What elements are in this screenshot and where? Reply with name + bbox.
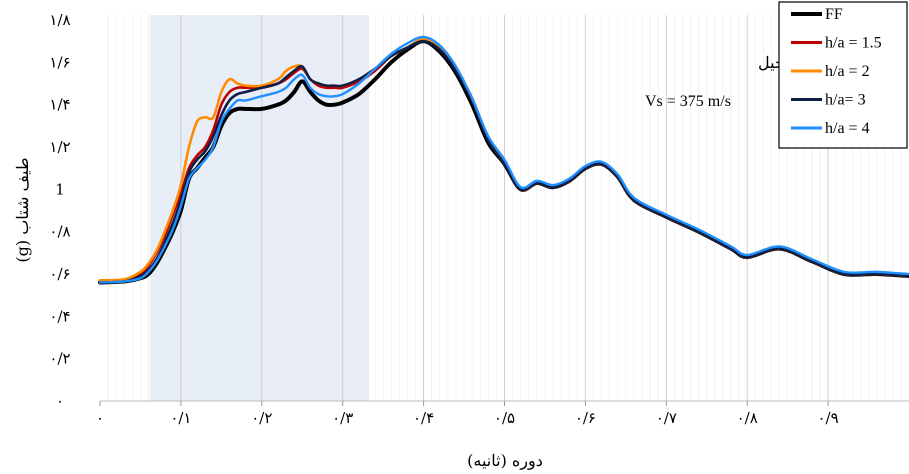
x-axis-title: دوره (ثانیه)	[467, 451, 543, 470]
tick-labels: ۰ ۰/۱ ۰/۲ ۰/۳ ۰/۴ ۰/۵ ۰/۶ ۰/۷ ۰/۸ ۰/۹ ۰ ۰/۲ ۰/۴ ۰/۶ ۰/…	[49, 11, 838, 427]
x-tick-label: ۰/۴	[413, 409, 434, 427]
x-tick-label: ۰/۷	[656, 409, 677, 427]
y-tick-label: ۰/۴	[49, 307, 70, 325]
legend-label: h/a = 1.5	[825, 35, 882, 52]
legend: FF h/a = 1.5 h/a = 2 h/a= 3 h/a = 4	[778, 1, 908, 149]
legend-label: h/a= 3	[825, 92, 866, 109]
series-line-5	[98, 35, 909, 284]
y-tick-label: ۱/۴	[49, 96, 70, 114]
x-tick-label: ۰/۶	[575, 409, 596, 427]
y-tick-label: ۱/۲	[49, 138, 70, 156]
highlight-band	[150, 15, 370, 401]
y-tick-label: 1	[55, 180, 65, 198]
legend-label: FF	[825, 6, 843, 23]
x-tick-label: ۰/۱	[170, 409, 191, 427]
highlight-band-layer	[150, 15, 370, 401]
annotation-shear-velocity: Vs = 375 m/s	[645, 93, 731, 110]
x-tick-label: ۰/۹	[818, 409, 839, 427]
legend-label: h/a = 4	[825, 120, 870, 137]
legend-items: FF h/a = 1.5 h/a = 2 h/a= 3 h/a = 4	[791, 6, 882, 137]
legend-box	[778, 1, 908, 149]
y-tick-label: ۱/۶	[49, 53, 70, 71]
series-lines	[98, 35, 909, 285]
y-tick-label: ۰	[56, 392, 64, 410]
y-tick-label: ۰/۶	[49, 265, 70, 283]
x-tick-label: ۰/۸	[737, 409, 758, 427]
x-tick-label: ۰/۲	[251, 409, 272, 427]
x-tick-label: ۰	[96, 409, 104, 427]
y-tick-label: ۰/۸	[49, 223, 70, 241]
y-axis-title: طیف شتاب (g)	[13, 157, 32, 262]
series-line-4	[98, 39, 909, 284]
y-tick-label: ۱/۸	[49, 11, 70, 29]
legend-label: h/a = 2	[825, 63, 870, 80]
x-tick-label: ۰/۵	[494, 409, 515, 427]
y-tick-label: ۰/۲	[49, 350, 70, 368]
x-tick-label: ۰/۳	[332, 409, 353, 427]
